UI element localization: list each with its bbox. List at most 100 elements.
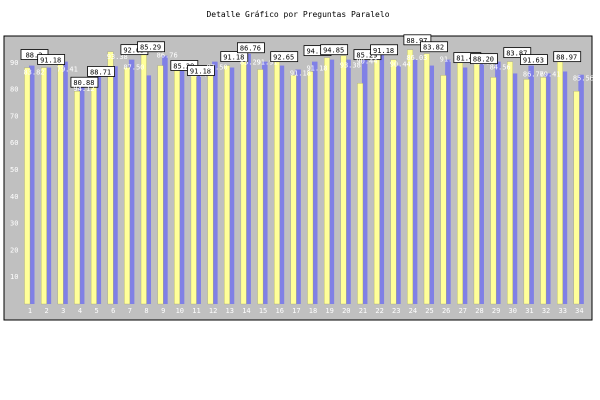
x-tick-label: 29	[492, 307, 500, 315]
y-tick-label: 70	[10, 112, 18, 120]
data-label: 85.29	[240, 59, 261, 67]
data-label: 94.85	[320, 44, 349, 56]
svg-text:87.50: 87.50	[123, 64, 144, 72]
bar-series-2	[162, 55, 168, 304]
bar-series-2	[145, 75, 152, 305]
svg-text:91.18: 91.18	[190, 67, 211, 75]
bar-series-2	[95, 73, 102, 304]
data-label: 90.44	[390, 61, 411, 69]
x-tick-label: 5	[94, 307, 98, 315]
bar-series-1	[323, 57, 330, 305]
bar-series-2	[212, 61, 218, 304]
y-tick-label: 20	[10, 246, 18, 254]
bar-series-1	[90, 87, 97, 305]
bar-series-2	[561, 71, 568, 304]
bar-series-1	[307, 71, 314, 305]
bar-series-2	[478, 61, 484, 304]
x-tick-label: 19	[325, 307, 333, 315]
bar-series-2	[29, 65, 35, 305]
data-label: 88.20	[470, 53, 498, 65]
bar-series-2	[411, 59, 418, 304]
data-label: 88.71	[87, 66, 115, 77]
x-tick-label: 24	[409, 307, 417, 315]
bar-series-1	[407, 49, 414, 305]
bar-series-1	[157, 65, 164, 305]
data-label: 91.18	[37, 54, 66, 65]
bar-series-1	[290, 75, 297, 305]
y-tick-label: 90	[10, 59, 18, 67]
svg-text:91.63: 91.63	[523, 57, 544, 65]
bar-series-1	[207, 71, 214, 305]
bar-series-1	[124, 67, 131, 305]
svg-text:90.44: 90.44	[356, 58, 377, 66]
data-label: 91.18	[290, 70, 311, 78]
bar-series-1	[240, 59, 247, 305]
data-label: 86.76	[237, 42, 265, 54]
svg-text:91.91: 91.91	[257, 59, 278, 67]
data-label: 91.18	[220, 51, 249, 62]
bar-series-2	[578, 74, 584, 304]
svg-text:83.82: 83.82	[23, 69, 44, 77]
x-tick-label: 22	[375, 307, 383, 315]
bar-series-1	[174, 69, 180, 305]
bar-series-1	[190, 75, 197, 305]
x-tick-label: 17	[292, 307, 300, 315]
bar-series-2	[128, 59, 135, 304]
bar-series-2	[495, 61, 501, 304]
svg-text:88.97: 88.97	[406, 37, 427, 45]
x-tick-label: 14	[242, 307, 250, 315]
svg-text:79.41: 79.41	[540, 70, 561, 78]
data-labels: 88.283.8291.1879.4180.8894.1288.7193.389…	[20, 34, 594, 93]
x-tick-label: 33	[558, 307, 566, 315]
data-label: 87.50	[207, 64, 228, 72]
data-label: 80.88	[70, 76, 99, 88]
x-tick-label: 10	[176, 307, 184, 315]
svg-text:91.18: 91.18	[223, 54, 244, 62]
bar-series-2	[312, 61, 318, 304]
data-label: 79.41	[540, 70, 561, 78]
bar-series-2	[445, 59, 451, 304]
bar-series-1	[473, 59, 480, 305]
y-tick-label: 10	[10, 273, 18, 281]
svg-text:93.38: 93.38	[107, 53, 128, 61]
svg-text:81.40: 81.40	[456, 55, 477, 63]
bar-series-1	[340, 55, 347, 305]
x-tick-label: 3	[61, 307, 65, 315]
x-tick-label: 23	[392, 307, 400, 315]
svg-text:85.29: 85.29	[173, 63, 194, 71]
bar-series-1	[257, 69, 264, 305]
svg-text:91.18: 91.18	[440, 56, 461, 64]
svg-text:88.97: 88.97	[556, 54, 577, 62]
svg-text:88.20: 88.20	[473, 56, 494, 64]
bar-series-1	[440, 75, 447, 305]
bar-series-2	[461, 67, 468, 304]
bar-series-1	[373, 51, 380, 305]
svg-text:91.18: 91.18	[306, 65, 327, 73]
data-label: 92.65	[270, 51, 299, 63]
bar-series-1	[274, 59, 280, 305]
svg-text:83.87: 83.87	[506, 50, 527, 58]
bar-series-2	[395, 65, 401, 305]
bar-series-1	[457, 61, 463, 305]
x-tick-label: 16	[275, 307, 283, 315]
bar-series-1	[224, 65, 230, 305]
data-label: 91.18	[306, 65, 327, 73]
svg-text:93.38: 93.38	[340, 62, 361, 70]
bar-series-2	[428, 65, 435, 305]
data-label: 83.82	[420, 41, 448, 53]
svg-text:92.65: 92.65	[273, 54, 294, 62]
x-tick-label: 20	[342, 307, 350, 315]
x-tick-label: 27	[459, 307, 467, 315]
bar-series-2	[195, 71, 201, 304]
svg-text:91.18: 91.18	[40, 57, 61, 65]
bar-series-2	[511, 73, 518, 304]
x-tick-label: 2	[45, 307, 49, 315]
svg-text:94.12: 94.12	[73, 85, 94, 93]
x-tick-label: 21	[359, 307, 367, 315]
x-tick-label: 26	[442, 307, 450, 315]
bar-series-2	[278, 65, 285, 305]
bar-series-2	[528, 65, 534, 305]
bar-series-2	[45, 67, 52, 304]
svg-text:87.50: 87.50	[207, 64, 228, 72]
y-tick-label: 40	[10, 193, 18, 201]
